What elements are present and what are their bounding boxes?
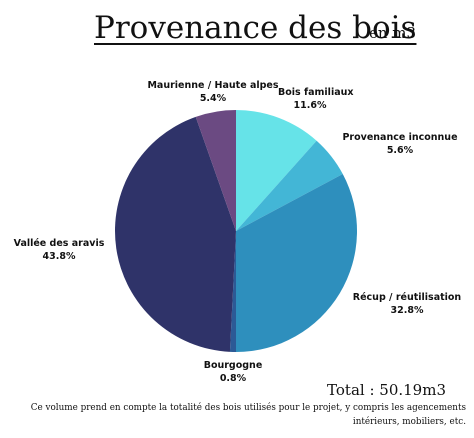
slice-label: Bourgogne 0.8% (198, 359, 268, 385)
pie-slice-4 (114, 116, 236, 352)
slice-label-name: Maurienne / Haute alpes (147, 80, 279, 91)
chart-unit: en m3 (369, 24, 417, 42)
total-volume: Total : 50.19m3 (327, 381, 446, 399)
slice-label: Bois familiaux 11.6% (278, 86, 354, 112)
pie-slice-3 (229, 231, 236, 352)
pie-slice-2 (236, 174, 358, 353)
slice-label-name: Bois familiaux (278, 87, 354, 98)
slice-label-percent: 11.6% (293, 100, 327, 111)
pie-slice-0 (236, 110, 317, 231)
slice-label: Récup / réutilisation 32.8% (347, 291, 467, 317)
slice-label-percent: 5.4% (199, 93, 227, 104)
slice-label-percent: 43.8% (42, 251, 76, 262)
slice-label-name: Provenance inconnue (342, 132, 458, 143)
footnote: Ce volume prend en compte la totalité de… (30, 403, 466, 427)
slice-label: Vallée des aravis 43.8% (2, 237, 116, 263)
slice-label-name: Bourgogne (203, 360, 263, 371)
slice-label-percent: 0.8% (219, 373, 247, 384)
slice-label-percent: 5.6% (386, 145, 414, 156)
slice-label: Provenance inconnue 5.6% (340, 131, 460, 157)
slice-label-percent: 32.8% (390, 305, 424, 316)
pie-slice-5 (195, 110, 236, 231)
chart-title: Provenance des bois (94, 10, 417, 46)
slice-label-name: Récup / réutilisation (352, 292, 462, 303)
slice-label: Maurienne / Haute alpes 5.4% (140, 79, 286, 105)
pie-slice-1 (236, 140, 343, 231)
slice-label-name: Vallée des aravis (13, 238, 105, 249)
